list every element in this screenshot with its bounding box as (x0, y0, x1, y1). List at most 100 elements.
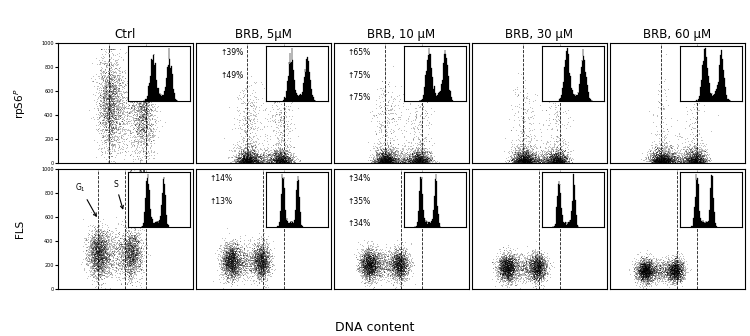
Point (530, 257, 542, 262)
Point (646, 264, 658, 269)
Point (138, 78, 150, 83)
Point (231, 246, 243, 252)
Point (520, 161, 532, 166)
Point (549, 156, 561, 161)
Point (640, 274, 652, 280)
Point (533, 274, 545, 280)
Point (637, 269, 649, 275)
Point (235, 159, 247, 165)
Point (104, 106, 116, 111)
Point (394, 255, 406, 260)
Point (694, 154, 706, 160)
Point (88, 268, 100, 274)
Point (110, 87, 122, 92)
Point (420, 136, 432, 142)
Point (382, 154, 394, 160)
Point (248, 256, 259, 261)
Point (248, 155, 259, 160)
Point (241, 159, 253, 164)
Point (389, 152, 401, 157)
Point (232, 271, 244, 276)
Point (554, 132, 566, 138)
Point (118, 245, 130, 251)
Point (271, 154, 283, 159)
Point (142, 137, 154, 142)
Point (226, 252, 238, 258)
Point (100, 228, 112, 234)
Point (241, 155, 253, 160)
Point (224, 248, 236, 254)
Point (418, 161, 430, 166)
Point (110, 98, 122, 103)
Point (91, 262, 103, 267)
Point (374, 153, 386, 159)
Point (255, 246, 267, 251)
Point (410, 114, 422, 119)
Point (126, 139, 138, 144)
Point (136, 111, 148, 116)
Point (410, 152, 422, 157)
Point (254, 263, 266, 268)
Point (269, 155, 281, 160)
Point (524, 257, 536, 262)
Point (645, 251, 657, 256)
Point (101, 78, 113, 83)
Point (120, 259, 132, 265)
Point (361, 274, 373, 279)
Point (146, 130, 158, 135)
Point (503, 271, 515, 277)
Point (695, 156, 707, 161)
Point (236, 158, 248, 164)
Point (686, 161, 698, 166)
Point (520, 156, 532, 162)
Point (233, 149, 245, 154)
Point (394, 249, 406, 254)
Point (410, 116, 422, 121)
Point (671, 263, 683, 268)
Point (358, 265, 370, 270)
Point (244, 160, 256, 165)
Point (640, 274, 652, 279)
Point (666, 267, 678, 272)
Point (393, 265, 405, 270)
Point (553, 152, 565, 157)
Point (692, 159, 704, 165)
Point (106, 80, 118, 86)
Point (93, 247, 105, 252)
Point (85, 256, 97, 262)
Point (413, 161, 424, 166)
Point (422, 154, 434, 159)
Point (640, 267, 652, 272)
Point (669, 159, 681, 165)
Point (502, 263, 514, 268)
Point (688, 157, 700, 162)
Point (676, 274, 688, 279)
Point (518, 271, 530, 277)
Point (680, 156, 692, 162)
Point (388, 271, 400, 276)
Point (266, 157, 278, 163)
Point (509, 155, 520, 160)
Point (236, 151, 248, 157)
Point (272, 151, 284, 156)
Point (230, 250, 242, 256)
Point (128, 246, 140, 251)
Point (395, 262, 407, 267)
Point (400, 159, 412, 164)
Point (261, 154, 273, 159)
Point (105, 95, 117, 100)
Point (660, 153, 672, 158)
Point (663, 265, 675, 270)
Point (135, 101, 147, 107)
Point (519, 272, 531, 278)
Point (506, 261, 518, 266)
Point (639, 263, 651, 268)
Point (258, 256, 270, 262)
Point (119, 262, 131, 267)
Point (91, 253, 103, 259)
Point (358, 266, 370, 271)
Point (285, 161, 297, 166)
Point (368, 252, 380, 258)
Point (677, 276, 689, 282)
Point (109, 112, 121, 118)
